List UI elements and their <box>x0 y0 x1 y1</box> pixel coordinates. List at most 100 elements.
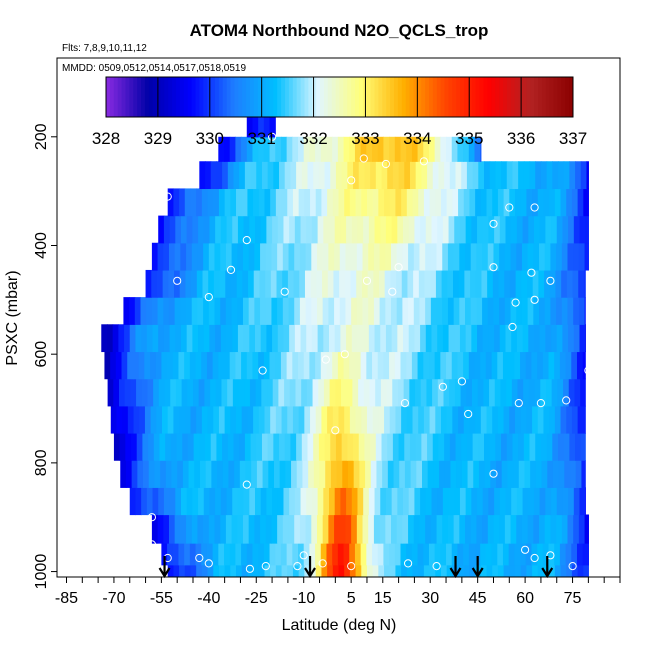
heatmap-cell <box>241 543 248 566</box>
heatmap-cell <box>246 112 254 138</box>
heatmap-cell <box>140 297 147 325</box>
heatmap-cell <box>190 188 197 217</box>
heatmap-cell <box>420 487 427 516</box>
heatmap-cell <box>535 161 542 190</box>
heatmap-cell <box>174 297 181 325</box>
heatmap-cell <box>461 460 469 488</box>
heatmap-cell <box>340 487 347 516</box>
heatmap-cell <box>447 269 454 298</box>
heatmap-cell <box>379 297 386 325</box>
heatmap-cell <box>177 460 184 488</box>
heatmap-cell <box>290 432 297 461</box>
heatmap-cell <box>298 405 305 434</box>
heatmap-cell <box>225 242 233 271</box>
heatmap-cell <box>497 405 505 434</box>
sample-point <box>457 377 466 386</box>
heatmap-cell <box>562 487 569 516</box>
heatmap-cell <box>146 324 154 353</box>
heatmap-cell <box>168 297 176 325</box>
heatmap-cell <box>457 136 464 162</box>
x-tick-label: 45 <box>469 590 487 607</box>
heatmap-cell <box>508 543 515 566</box>
heatmap-cell <box>294 215 302 244</box>
heatmap-cell <box>275 351 282 380</box>
heatmap-cell <box>489 378 496 407</box>
heatmap-cell <box>465 242 472 271</box>
heatmap-cell <box>370 161 377 190</box>
heatmap-cell <box>237 324 245 353</box>
colorbar-segment <box>464 77 469 117</box>
heatmap-cell <box>239 432 246 461</box>
heatmap-cell <box>334 487 341 516</box>
heatmap-cell <box>124 378 131 407</box>
heatmap-cell <box>328 242 335 271</box>
heatmap-cell <box>203 215 211 244</box>
heatmap-cell <box>470 297 477 325</box>
heatmap-cell <box>303 136 310 162</box>
heatmap-cell <box>357 487 364 516</box>
heatmap-cell <box>399 460 406 488</box>
heatmap-cell <box>366 188 374 217</box>
colorbar-segment <box>483 77 488 117</box>
heatmap-cell <box>558 432 565 461</box>
heatmap-cell <box>461 161 468 190</box>
heatmap-cell <box>202 269 209 298</box>
heatmap-cell <box>391 297 398 325</box>
heatmap-cell <box>232 324 239 353</box>
heatmap-cell <box>513 460 520 488</box>
heatmap-cell <box>407 269 414 298</box>
heatmap-cell <box>503 188 510 217</box>
heatmap-cell <box>182 432 189 461</box>
heatmap-cell <box>403 324 410 353</box>
heatmap-cell <box>146 297 153 325</box>
sample-point <box>280 287 289 296</box>
heatmap-cell <box>518 460 526 488</box>
heatmap-cell <box>169 487 176 516</box>
heatmap-cell <box>332 405 340 434</box>
heatmap-cell <box>360 543 367 566</box>
heatmap-cell <box>565 351 572 380</box>
heatmap-cell <box>357 215 364 244</box>
heatmap-cell <box>494 215 501 244</box>
heatmap-cell <box>408 487 416 516</box>
heatmap-cell <box>467 460 474 488</box>
heatmap-cell <box>532 405 539 434</box>
heatmap-cell <box>308 460 315 488</box>
heatmap-cell <box>243 324 250 353</box>
heatmap-cell <box>560 405 567 434</box>
colorbar-segment <box>405 77 411 117</box>
heatmap-cell <box>528 378 536 407</box>
heatmap-cell <box>277 215 285 244</box>
heatmap-cell <box>120 460 127 488</box>
heatmap-cell <box>173 564 180 577</box>
colorbar-segment <box>141 77 146 117</box>
heatmap-cell <box>551 378 558 407</box>
heatmap-cell <box>135 487 142 516</box>
heatmap-cell <box>518 432 525 461</box>
colorbar-segment <box>230 77 235 117</box>
heatmap-cell <box>503 405 510 434</box>
heatmap-cell <box>174 242 181 271</box>
heatmap-cell <box>521 269 528 298</box>
heatmap-cell <box>358 378 365 407</box>
sample-point <box>318 559 327 568</box>
heatmap-cell <box>463 351 470 380</box>
heatmap-cell <box>218 188 226 217</box>
heatmap-cell <box>495 432 502 461</box>
colorbar-segment <box>335 77 340 117</box>
heatmap-cell <box>499 297 506 325</box>
x-tick-label: 15 <box>374 590 392 607</box>
heatmap-cell <box>149 351 157 380</box>
heatmap-cell <box>406 564 414 577</box>
heatmap-cell <box>548 351 555 380</box>
profile-arrow-head <box>541 567 554 579</box>
heatmap-cell <box>516 297 523 325</box>
heatmap-cell <box>420 324 427 353</box>
heatmap-cell <box>312 378 319 407</box>
heatmap-cell <box>423 188 431 217</box>
heatmap-cell <box>368 487 376 516</box>
heatmap-cell <box>157 514 164 544</box>
colorbar-segment <box>199 77 204 117</box>
heatmap-cell <box>197 297 204 325</box>
heatmap-cell <box>366 564 374 577</box>
